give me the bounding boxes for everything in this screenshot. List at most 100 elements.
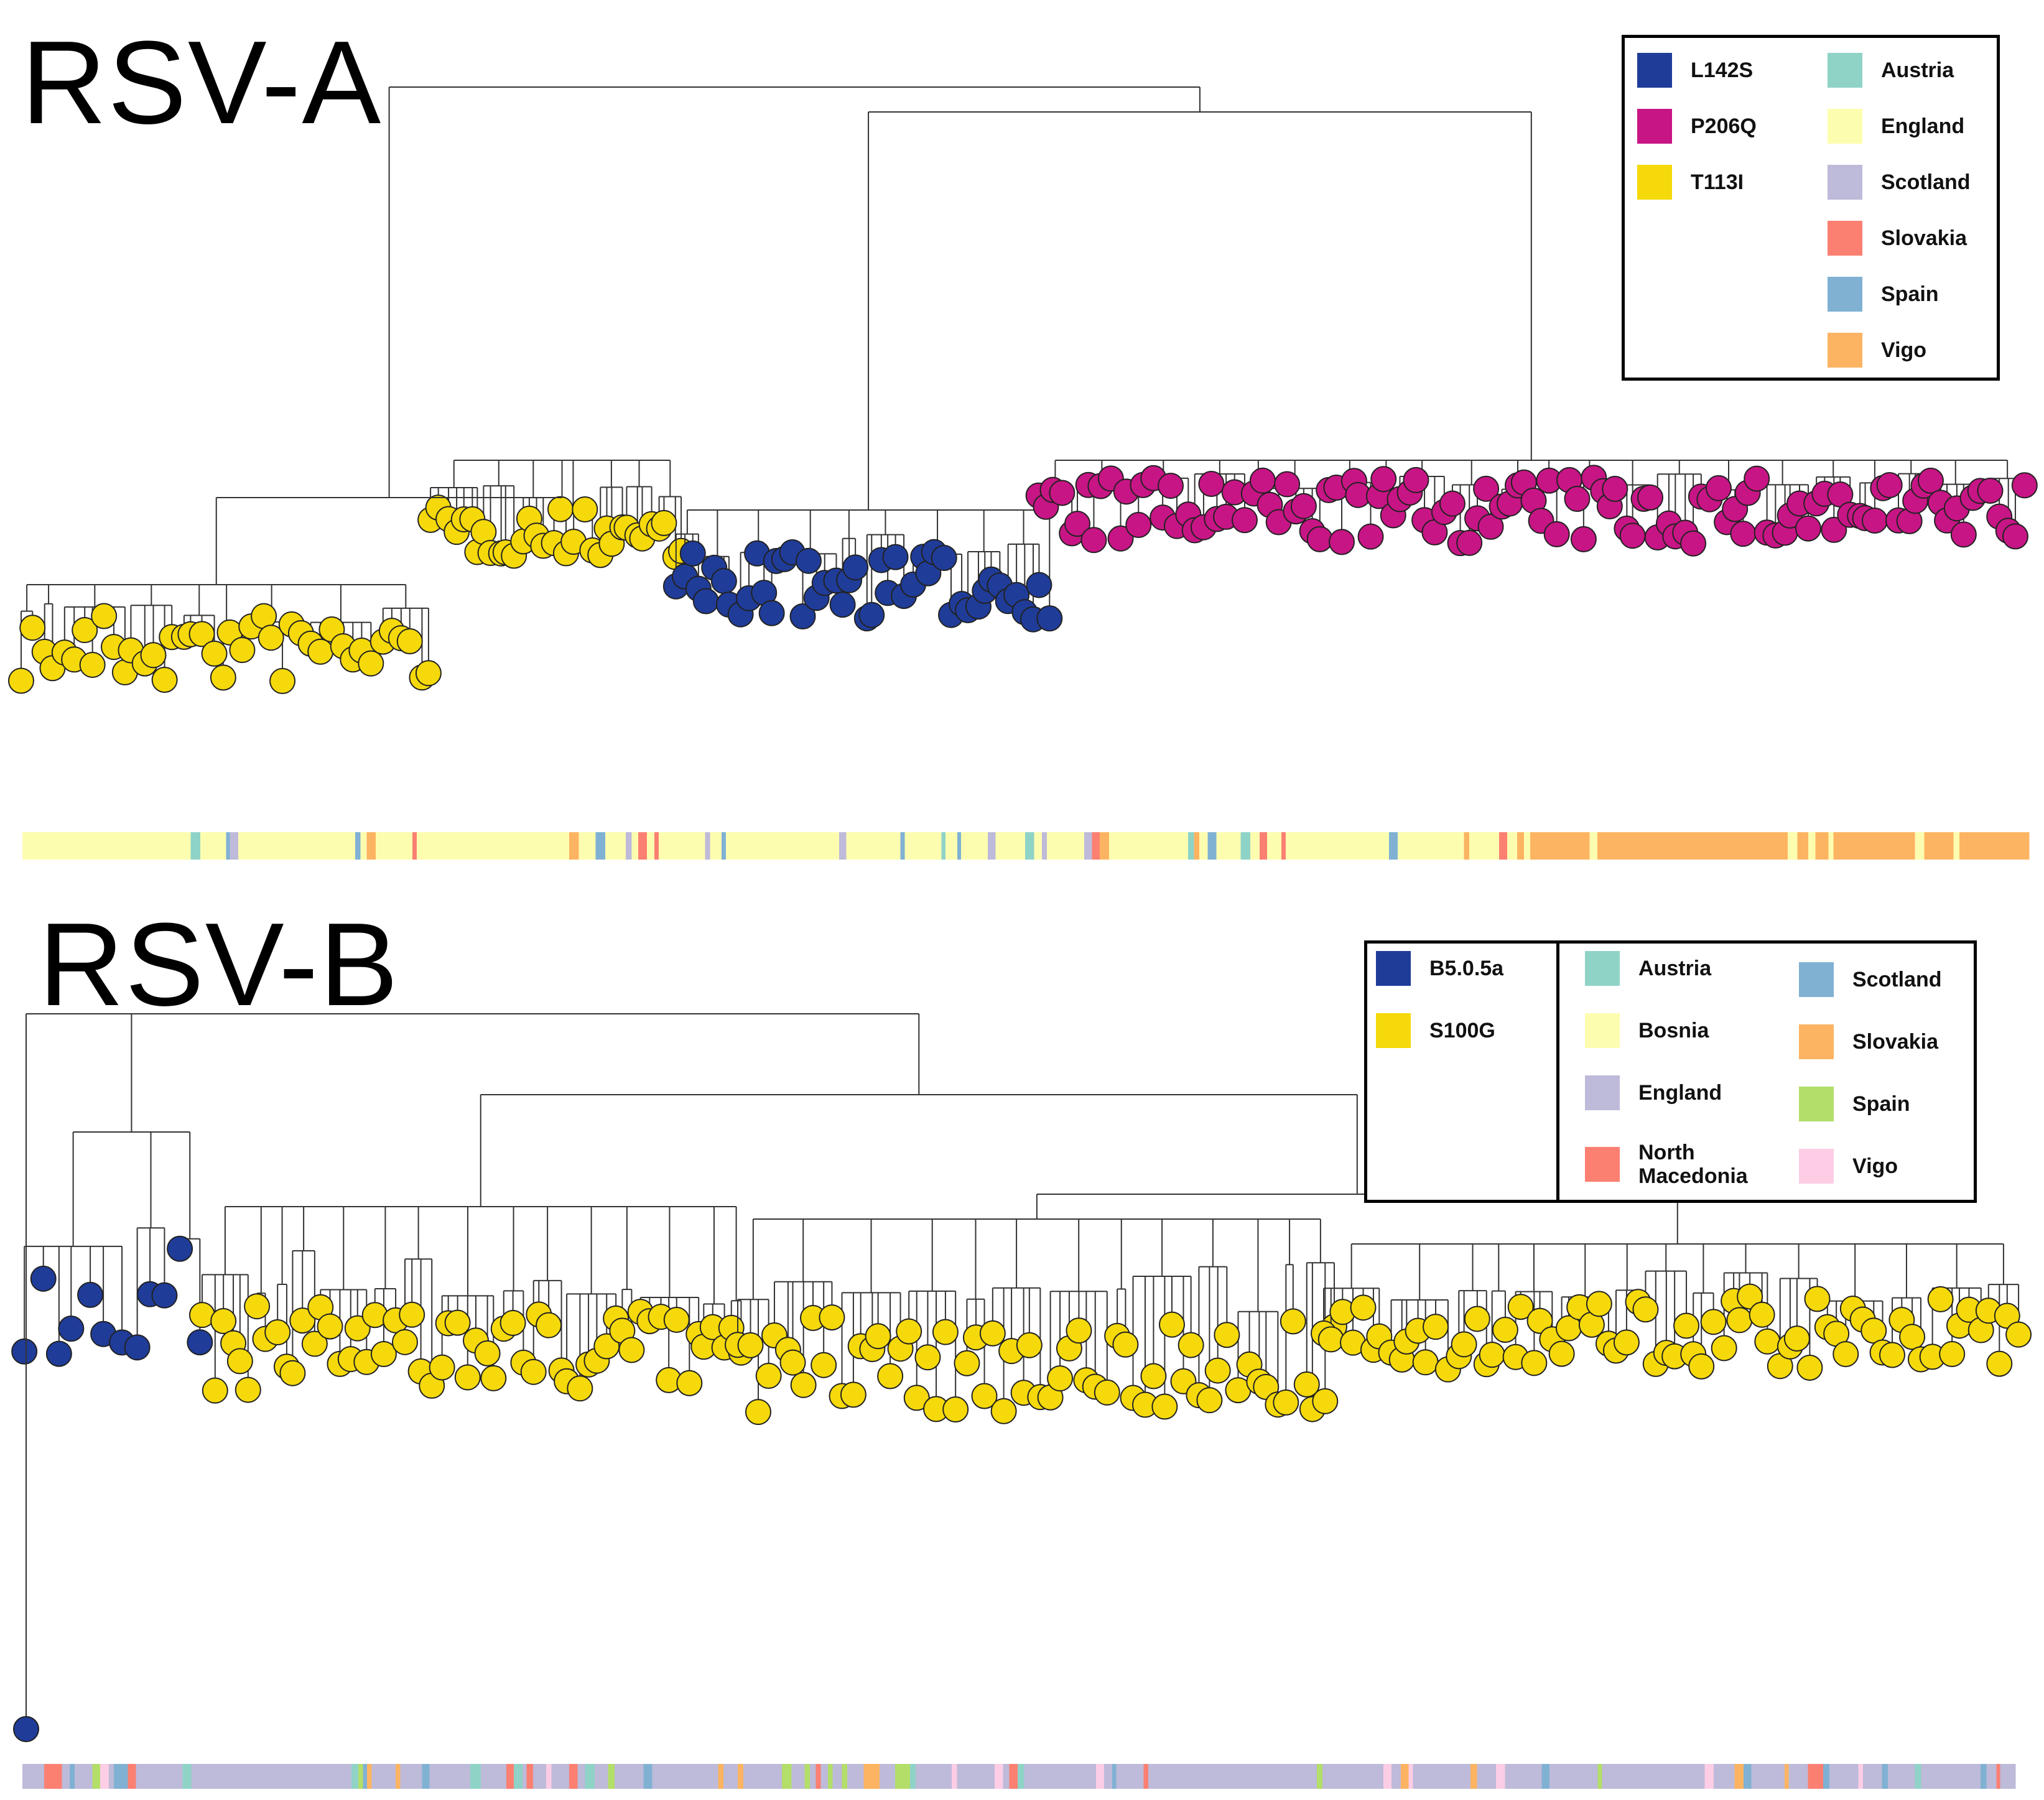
country-strip-segment: [743, 1764, 752, 1789]
country-strip-segment: [73, 832, 80, 860]
country-strip-segment: [751, 1764, 758, 1789]
tree-tip-node: [572, 496, 598, 522]
tree-tip-node: [789, 603, 816, 630]
country-strip-segment: [366, 832, 376, 860]
country-strip-segment: [1875, 832, 1884, 860]
country-strip-segment: [921, 832, 930, 860]
country-strip-segment: [982, 1764, 990, 1789]
country-strip-segment: [1359, 1764, 1367, 1789]
legend-label: Austria: [1881, 58, 1954, 82]
country-strip-segment: [1408, 832, 1415, 860]
country-strip-segment: [1212, 1764, 1217, 1789]
tree-tip-node: [1795, 515, 1821, 542]
country-strip-segment: [1302, 1764, 1309, 1789]
country-strip-segment: [652, 1764, 662, 1789]
country-strip-segment: [941, 832, 946, 860]
country-strip-segment: [638, 1764, 644, 1789]
country-strip-segment: [211, 832, 218, 860]
country-strip-segment: [1327, 1764, 1334, 1789]
legend-divider: [1556, 944, 1559, 1200]
country-strip-segment: [1726, 1764, 1735, 1789]
country-strip-segment: [1788, 832, 1798, 860]
country-strip-segment: [671, 832, 681, 860]
legend-label: Vigo: [1852, 1154, 1898, 1178]
country-strip-segment: [460, 832, 468, 860]
tree-tip-node: [1977, 477, 2004, 504]
country-strip-segment: [929, 832, 936, 860]
tree-tip-node: [1637, 484, 1664, 511]
legend-swatch: [1585, 951, 1620, 986]
tree-tip-node: [289, 1307, 316, 1334]
country-strip-segment: [816, 832, 823, 860]
country-strip-segment: [1365, 1764, 1374, 1789]
country-strip-segment: [1376, 832, 1385, 860]
country-strip-segment: [1284, 1764, 1294, 1789]
country-strip-segment: [1680, 832, 1688, 860]
tree-tip-node: [1370, 466, 1397, 493]
legend-item: Vigo: [1828, 332, 1926, 369]
country-strip-segment: [1042, 832, 1048, 860]
country-strip-segment: [1645, 832, 1656, 860]
country-strip-segment: [1342, 832, 1348, 860]
tree-tip-node: [1950, 521, 1977, 548]
country-strip-segment: [480, 1764, 489, 1789]
tree-tip-node: [429, 1354, 455, 1381]
tree-tip-node: [1939, 1341, 1966, 1368]
country-strip-segment: [820, 1764, 829, 1789]
country-strip-segment: [1316, 1764, 1323, 1789]
country-strip-segment: [988, 832, 996, 860]
country-strip-segment: [622, 1764, 629, 1789]
tree-tip-node: [651, 509, 677, 536]
tree-tip-node: [11, 1338, 38, 1365]
country-strip-segment: [1856, 832, 1861, 860]
country-strip-segment: [1511, 832, 1518, 860]
country-strip-segment: [475, 832, 485, 860]
country-strip-segment: [351, 1764, 359, 1789]
country-strip-segment: [1304, 832, 1314, 860]
country-strip-segment: [226, 832, 230, 860]
country-strip-segment: [1207, 832, 1217, 860]
country-strip-segment: [1875, 1764, 1882, 1789]
country-strip-segment: [191, 1764, 201, 1789]
tree-tip-node: [151, 1282, 178, 1309]
tree-tip-node: [1306, 526, 1333, 552]
legend-swatch: [1828, 53, 1862, 88]
country-strip-segment: [1619, 1764, 1628, 1789]
rsv-a-title: RSV-A: [21, 17, 383, 149]
country-strip-segment: [569, 832, 579, 860]
country-strip-segment: [2006, 1764, 2012, 1789]
legend-swatch: [1799, 962, 1834, 997]
legend-swatch: [1585, 1075, 1620, 1110]
legend-label: Slovakia: [1881, 226, 1967, 250]
country-strip-segment: [1743, 1764, 1752, 1789]
country-strip-segment: [1695, 1764, 1706, 1789]
legend-item: Spain: [1828, 276, 1939, 313]
country-strip-segment: [1867, 1764, 1875, 1789]
country-strip-segment: [1627, 832, 1637, 860]
country-strip-segment: [1744, 832, 1750, 860]
country-strip-segment: [1862, 1764, 1868, 1789]
tree-tip-node: [1673, 1312, 1700, 1339]
legend-label: Bosnia: [1638, 1018, 1709, 1042]
country-strip-segment: [1295, 832, 1304, 860]
country-strip-segment: [1610, 1764, 1620, 1789]
country-strip-segment: [1924, 832, 1933, 860]
country-strip-segment: [1548, 832, 1553, 860]
country-strip-segment: [1615, 832, 1621, 860]
country-strip-segment: [440, 832, 449, 860]
tree-tip-node: [392, 1329, 419, 1355]
country-strip-segment: [97, 832, 104, 860]
country-strip-segment: [1373, 1764, 1384, 1789]
country-strip-segment: [745, 832, 751, 860]
tree-tip-node: [547, 496, 574, 522]
tree-tip-node: [914, 1344, 941, 1371]
country-strip-segment: [36, 1764, 45, 1789]
country-strip-segment: [162, 1764, 171, 1789]
country-strip-segment: [400, 1764, 407, 1789]
tree-tip-node: [1204, 1357, 1231, 1384]
country-strip-segment: [1676, 832, 1681, 860]
country-strip-segment: [502, 1764, 507, 1789]
country-strip-segment: [733, 832, 742, 860]
country-strip-segment: [1944, 832, 1954, 860]
country-strip-segment: [468, 832, 476, 860]
